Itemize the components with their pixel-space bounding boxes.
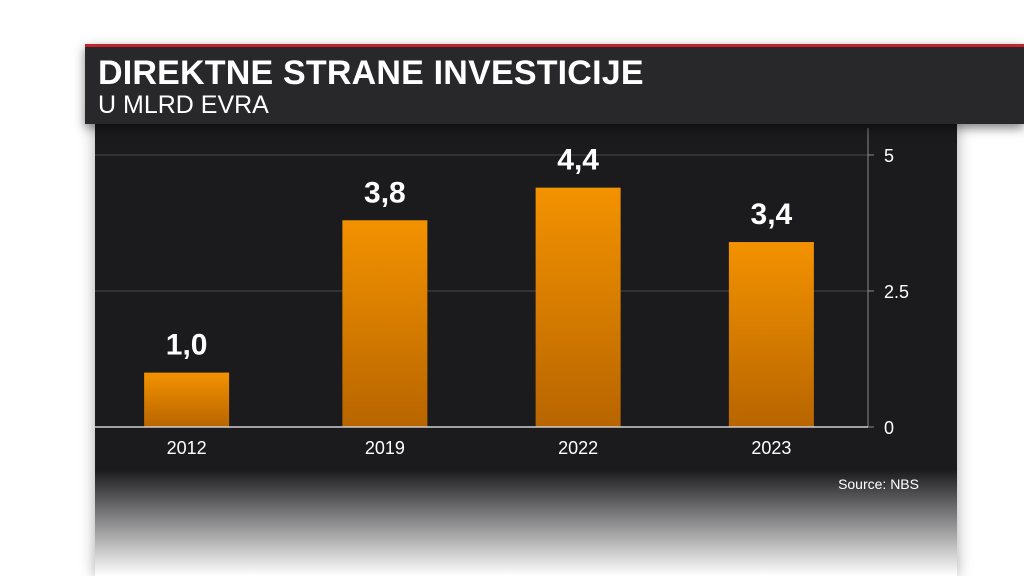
x-tick-label: 2022 <box>558 438 598 458</box>
title-box: DIREKTNE STRANE INVESTICIJE U MLRD EVRA <box>85 44 1024 124</box>
x-tick-label: 2019 <box>365 438 405 458</box>
axes: 0 2.5 5 2012 2019 2022 2023 <box>95 128 909 458</box>
bar-value-label: 4,4 <box>557 144 599 177</box>
bar <box>535 187 621 427</box>
source-note: Source: NBS <box>838 476 919 492</box>
y-tick-label: 0 <box>884 418 894 438</box>
y-tick-label: 5 <box>884 146 894 166</box>
chart-title: DIREKTNE STRANE INVESTICIJE <box>98 54 644 92</box>
bar <box>144 372 230 427</box>
x-tick-label: 2012 <box>167 438 207 458</box>
x-tick-label: 2023 <box>751 438 791 458</box>
y-tick-label: 2.5 <box>884 282 909 302</box>
bars: 1,0 3,8 4,4 3,4 <box>144 144 814 427</box>
chart-subtitle: U MLRD EVRA <box>98 91 269 119</box>
bar <box>342 220 428 427</box>
bar-value-label: 3,8 <box>364 176 406 209</box>
bar-value-label: 3,4 <box>751 198 793 231</box>
bar-value-label: 1,0 <box>166 329 208 362</box>
bar <box>728 242 814 427</box>
